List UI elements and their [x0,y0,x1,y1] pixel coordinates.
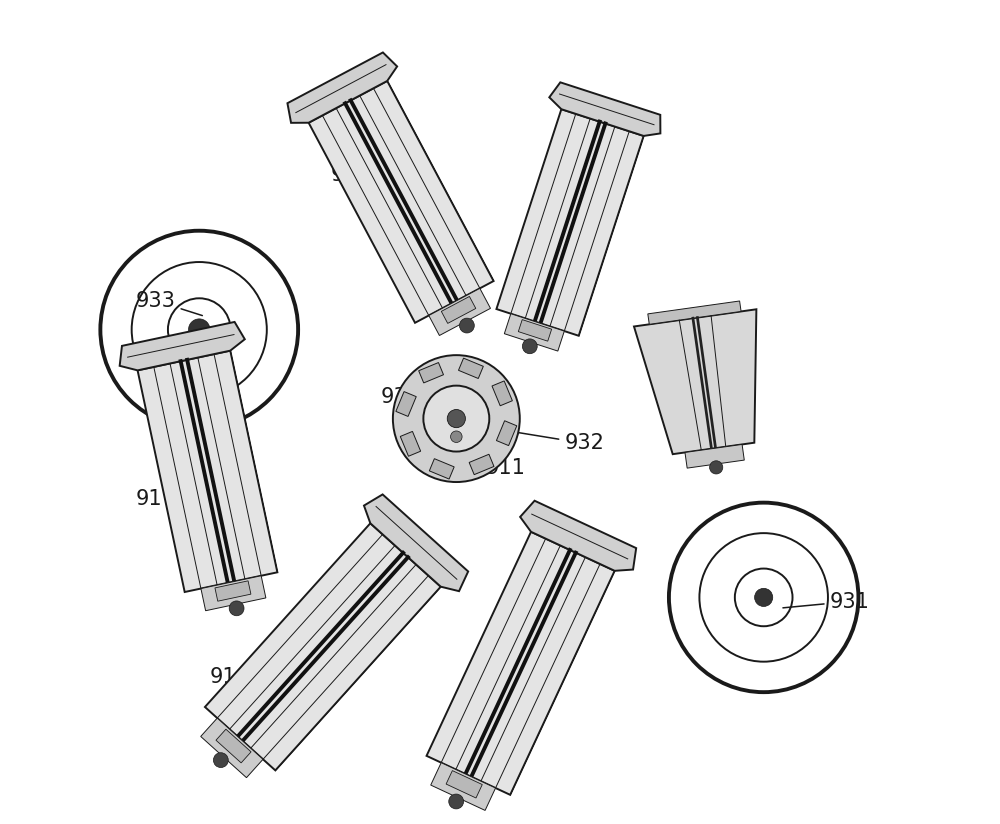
Polygon shape [120,322,245,370]
Polygon shape [510,557,621,795]
Polygon shape [446,770,482,798]
Polygon shape [135,337,230,370]
Polygon shape [205,523,441,770]
Polygon shape [518,320,552,341]
Polygon shape [441,297,476,323]
Polygon shape [429,459,454,479]
Polygon shape [201,576,266,611]
Polygon shape [215,581,251,602]
Polygon shape [370,513,451,587]
Circle shape [522,339,537,353]
Circle shape [459,318,474,333]
Polygon shape [685,444,744,468]
Polygon shape [561,97,648,136]
Polygon shape [520,501,636,571]
Text: 934: 934 [381,387,430,416]
Polygon shape [400,432,421,456]
Text: 931: 931 [783,592,869,611]
Polygon shape [201,718,263,778]
Polygon shape [419,363,444,383]
Circle shape [710,461,723,474]
Text: 933: 933 [136,291,202,316]
Polygon shape [579,124,648,335]
Polygon shape [381,68,494,281]
Polygon shape [504,314,564,351]
Polygon shape [531,518,621,571]
Text: 911: 911 [485,452,525,478]
Polygon shape [302,68,387,123]
Polygon shape [648,301,741,325]
Polygon shape [227,337,277,573]
Polygon shape [138,351,277,592]
Polygon shape [492,381,512,405]
Circle shape [755,588,773,606]
Circle shape [667,501,860,694]
Polygon shape [458,358,483,378]
Circle shape [98,229,300,430]
Circle shape [449,794,464,809]
Text: 91: 91 [210,648,275,687]
Polygon shape [364,494,468,591]
Polygon shape [469,454,494,475]
Polygon shape [431,763,496,811]
Polygon shape [287,53,397,123]
Circle shape [213,752,228,767]
Circle shape [229,601,244,616]
Polygon shape [634,309,756,454]
Circle shape [393,355,520,482]
Text: 91: 91 [540,194,566,221]
Polygon shape [496,421,517,446]
Polygon shape [427,531,615,795]
Polygon shape [309,81,494,323]
Polygon shape [429,288,490,335]
Text: 91: 91 [699,338,741,363]
Polygon shape [216,729,251,763]
Circle shape [447,410,465,428]
Polygon shape [549,82,660,136]
Polygon shape [396,391,416,416]
Text: 91: 91 [493,699,520,737]
Circle shape [189,319,210,340]
Text: 91: 91 [331,165,362,194]
Text: 91: 91 [136,489,172,508]
Circle shape [451,431,462,442]
Text: 932: 932 [511,432,604,453]
Polygon shape [275,576,451,770]
Circle shape [423,386,489,452]
Polygon shape [496,110,644,335]
